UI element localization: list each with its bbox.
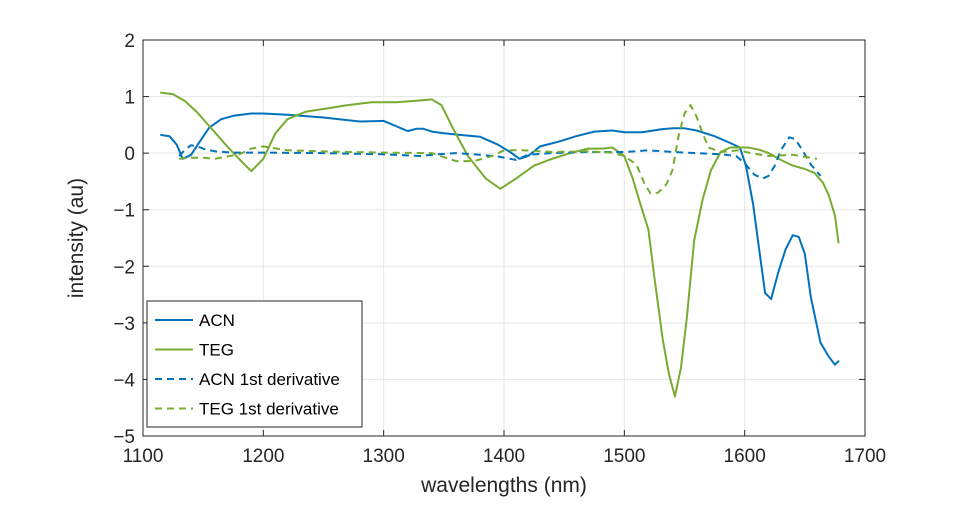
y-axis-label: intensity (au) — [65, 178, 88, 298]
x-tick-label: 1700 — [844, 446, 886, 467]
series-line-2 — [178, 136, 822, 180]
series-line-3 — [179, 104, 818, 195]
y-tick-label: −4 — [113, 370, 135, 391]
x-tick-label: 1100 — [123, 446, 164, 467]
x-tick-label: 1200 — [242, 446, 284, 467]
x-tick-label: 1300 — [363, 446, 405, 467]
x-tick-label: 1500 — [603, 446, 645, 467]
legend-box — [146, 300, 363, 428]
x-tick-label: 1400 — [483, 446, 525, 467]
legend-label: ACN — [199, 311, 235, 330]
y-tick-label: 1 — [124, 88, 135, 109]
y-tick-label: −2 — [113, 257, 135, 278]
y-tick-label: −3 — [113, 314, 135, 335]
y-tick-label: 0 — [124, 144, 135, 165]
y-tick-label: −1 — [113, 201, 135, 222]
y-tick-label: −5 — [113, 427, 135, 448]
legend-label: TEG 1st derivative — [199, 400, 339, 419]
legend-label: ACN 1st derivative — [199, 370, 340, 389]
legend-label: TEG — [199, 341, 234, 360]
grid-lines — [142, 39, 866, 437]
y-tick-label: 2 — [124, 31, 135, 52]
series-line-1 — [160, 91, 840, 398]
x-axis-label: wavelengths (nm) — [420, 474, 587, 497]
x-tick-label: 1600 — [724, 446, 766, 467]
axis-ticks: 1100 1200 1300 1400 1500 1600 1700 2 1 0 −1 −2 −3 −4 −… — [113, 31, 886, 467]
legend: ACN TEG ACN 1st derivative TEG 1st derivati… — [146, 300, 363, 428]
series-lines — [160, 91, 840, 398]
series-line-0 — [160, 112, 840, 366]
